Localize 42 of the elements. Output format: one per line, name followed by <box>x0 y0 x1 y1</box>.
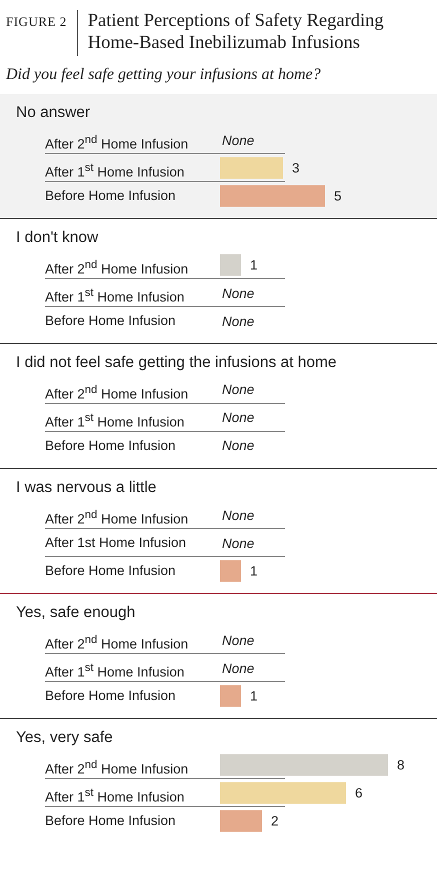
data-label: None <box>222 314 254 329</box>
text: I don't know <box>15 228 100 248</box>
y-tick-label: Before Home Infusion <box>45 313 176 328</box>
text: None <box>222 382 254 397</box>
y-tick-label: After 2$^{nd}$ Home Infusion <box>45 634 188 652</box>
data-label: None <box>222 536 254 551</box>
y-tick-label: After 1$^{st}$ Home Infusion <box>45 779 285 807</box>
y-tick-label: After 2$^{nd}$ Home Infusion <box>45 509 188 526</box>
y-tick-label: After 2$^{nd}$ Home Infusion <box>45 751 285 779</box>
text: Patient Perceptions of Safety Regarding Home-Based Inebilizumab Infusions <box>86 10 385 54</box>
text: I was nervous a little <box>15 478 158 498</box>
y-tick-label: After 1$^{st}$ Home Infusion <box>45 154 285 182</box>
y-tick-label: Before Home Infusion <box>45 813 176 828</box>
data-label: None <box>222 632 254 648</box>
data-label: None <box>222 132 254 148</box>
data-label: 2 <box>271 814 279 829</box>
y-tick-label: After 1$^{st}$ Home Infusion <box>45 287 184 304</box>
data-label: None <box>222 660 254 676</box>
text: Yes, safe enough <box>15 603 136 623</box>
y-tick-label: After 1st Home Infusion <box>45 535 186 550</box>
text: None <box>222 410 254 425</box>
text: None <box>222 438 254 453</box>
data-label: 6 <box>355 786 363 801</box>
data-label: 3 <box>292 160 300 176</box>
data-label: 8 <box>397 758 405 773</box>
data-label: None <box>222 508 254 523</box>
y-tick-label: Before Home Infusion <box>45 187 177 205</box>
y-tick-label: After 2$^{nd}$ Home Infusion <box>45 259 188 276</box>
data-label: 5 <box>334 188 342 204</box>
y-tick-label: After 2$^{nd}$ Home Infusion <box>45 134 188 152</box>
y-tick-label: After 1$^{st}$ Home Infusion <box>45 662 184 680</box>
data-label: 1 <box>250 258 258 273</box>
y-tick-label: Before Home Infusion <box>45 688 176 703</box>
text: No answer <box>15 103 92 123</box>
caption: FIGURE 2 <box>6 10 78 56</box>
text: Did you feel safe getting your infusions at home? <box>4 65 322 85</box>
data-label: 1 <box>250 564 258 579</box>
text: I did not feel safe getting the infusions at home <box>15 353 338 373</box>
data-label: None <box>222 286 254 301</box>
y-tick-label: Before Home Infusion <box>45 563 176 578</box>
data-label: 1 <box>250 688 258 704</box>
text: Yes, very safe <box>15 728 114 748</box>
